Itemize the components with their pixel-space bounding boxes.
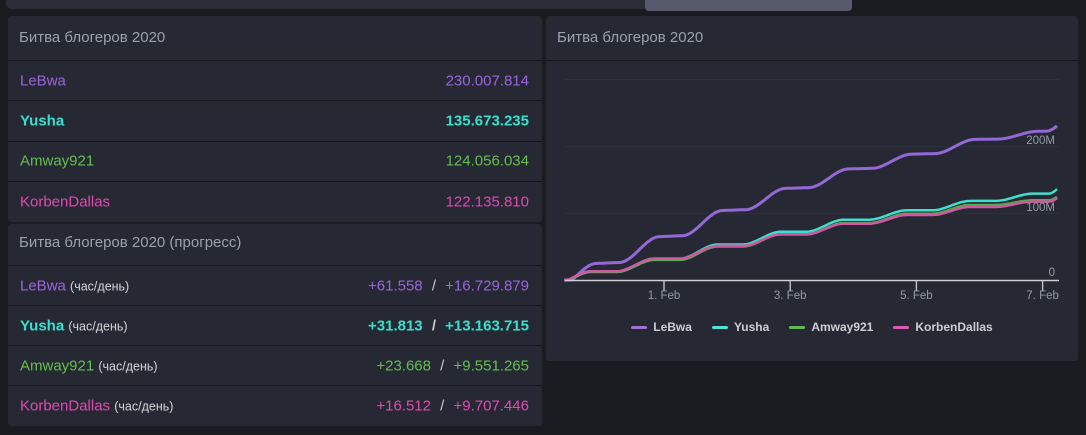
svg-text:5. Feb: 5. Feb (900, 290, 933, 302)
svg-text:0: 0 (1049, 267, 1055, 279)
svg-text:3. Feb: 3. Feb (774, 290, 807, 302)
svg-text:1. Feb: 1. Feb (648, 290, 681, 302)
svg-text:200M: 200M (1026, 135, 1055, 147)
svg-text:100M: 100M (1026, 202, 1055, 214)
svg-text:7. Feb: 7. Feb (1026, 290, 1059, 302)
